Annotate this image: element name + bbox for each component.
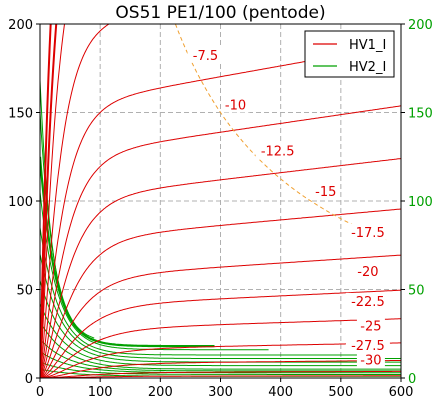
y2-tick-label: 0 [408, 372, 416, 387]
y2-tick-label: 150 [408, 107, 433, 122]
x-tick-label: 100 [88, 385, 113, 400]
legend-box [304, 30, 395, 78]
y-tick-label: 100 [8, 195, 33, 210]
y-tick-label: 200 [8, 18, 33, 33]
hv1-curve [40, 359, 401, 378]
hv1-curve [40, 375, 401, 378]
curve-layer [40, 24, 401, 378]
curve-label-bg [345, 223, 390, 240]
legend-label: HV2_I [349, 60, 386, 75]
curve-label-layer: -7.5 -10 -12.5 -15 -17.5 -20 -22.5 -25 -27.5-30 [187, 46, 390, 368]
x-tick-label: 600 [389, 385, 414, 400]
hv1-curve [40, 318, 401, 378]
hv1-curve [40, 24, 58, 378]
hv1-curve [40, 370, 401, 378]
hv1-curve [40, 208, 401, 378]
curve-label-bg [255, 142, 300, 159]
hv2-curve [40, 303, 401, 367]
hv1-curve [40, 24, 66, 378]
curve-label: -15 [315, 185, 336, 200]
hv1-curve [40, 158, 401, 378]
curve-label-bg [356, 351, 385, 368]
x-tick-label: 500 [328, 385, 353, 400]
legend-label: HV1_I [349, 38, 386, 53]
curve-label: -25 [360, 320, 381, 335]
hv2-curve [40, 361, 401, 375]
hv2-curve [40, 253, 401, 359]
hv2-curve [40, 227, 359, 356]
legend: HV1_I HV2_I [304, 30, 395, 78]
hv1-curve [40, 24, 110, 378]
y2-tick-label: 100 [408, 195, 433, 210]
x-tick-label: 0 [36, 385, 44, 400]
y-tick-label: 150 [8, 107, 33, 122]
hv1-curve [40, 51, 359, 378]
hv2-curve [40, 321, 401, 370]
x-tick-label: 200 [148, 385, 173, 400]
hv2-curve [40, 156, 215, 348]
curve-label-bg [356, 317, 385, 334]
curve-label-bg [311, 183, 340, 200]
curve-label-bg [345, 337, 390, 354]
curve-label: -17.5 [351, 226, 385, 241]
curve-label-bg [187, 46, 224, 63]
x-tick-label: 400 [268, 385, 293, 400]
curve-label: -7.5 [193, 49, 218, 64]
hv1-curve [40, 105, 401, 378]
curve-label: -22.5 [351, 295, 385, 310]
x-tick-label: 300 [208, 385, 233, 400]
y2-tick-label: 200 [408, 18, 433, 33]
curve-label: -30 [360, 353, 381, 368]
curve-label: -20 [357, 265, 378, 280]
y2-tick-label: 50 [408, 284, 425, 299]
y-tick-label: 50 [16, 284, 33, 299]
hv1-curve [40, 254, 401, 378]
curve-label: -12.5 [261, 144, 295, 159]
curve-label-bg [221, 96, 250, 113]
hv2-curve [40, 338, 401, 372]
y-tick-label: 0 [25, 372, 33, 387]
axis-layer: 0 100 200 300 400 500 600050100150200050100150… [8, 18, 433, 400]
curve-label: -10 [225, 98, 246, 113]
curve-label-bg [345, 292, 390, 309]
curve-label-bg [353, 262, 382, 279]
curve-label: -27.5 [351, 339, 385, 354]
hv1-curve [40, 289, 401, 378]
hv1-curve [40, 342, 401, 378]
hv1-curve [40, 24, 52, 378]
chart-title: OS51 PE1/100 (pentode) [115, 3, 325, 23]
